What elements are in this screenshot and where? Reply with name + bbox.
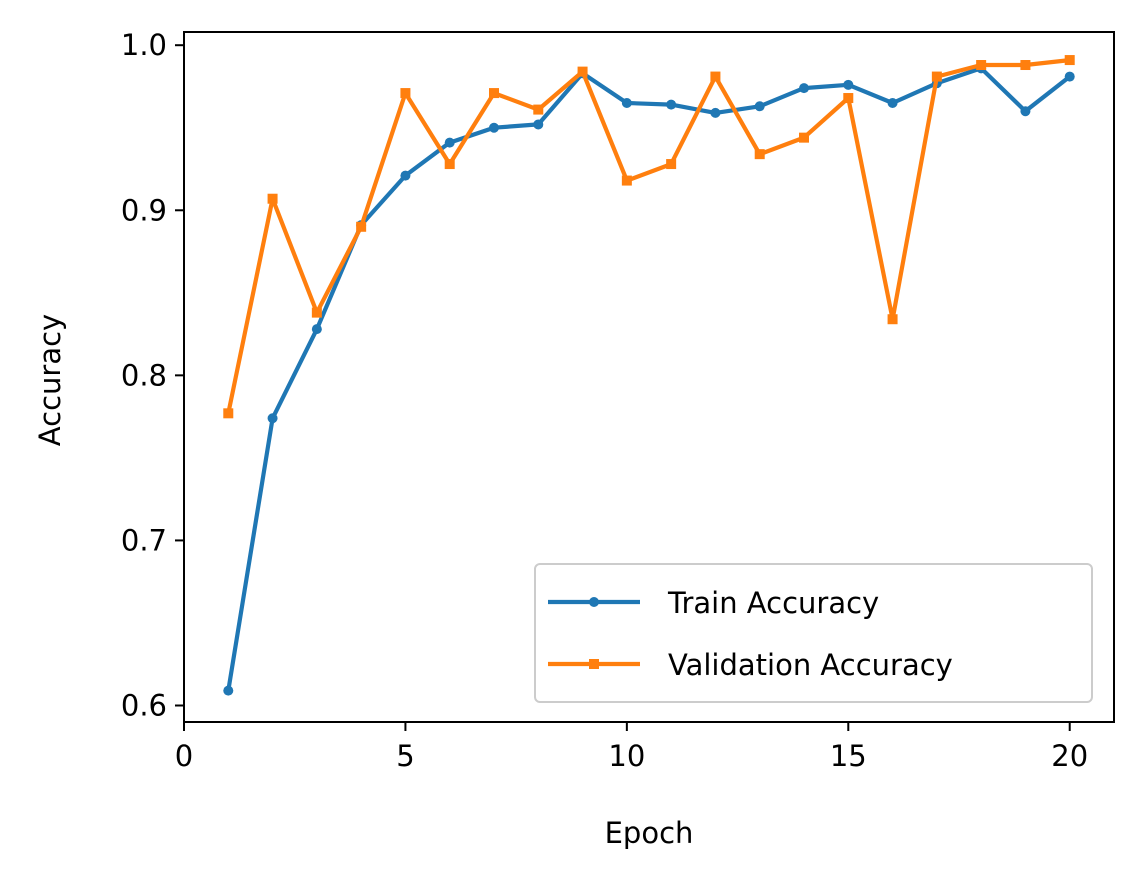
axes-frame <box>183 31 1115 723</box>
y-tick-label: 0.9 <box>121 193 167 227</box>
data-point <box>931 71 942 82</box>
data-point <box>843 79 854 90</box>
data-point <box>976 60 987 71</box>
data-point <box>400 88 411 99</box>
plot-area <box>223 55 1075 696</box>
data-point <box>887 97 898 108</box>
legend-box <box>534 563 1093 703</box>
data-point <box>400 170 411 181</box>
data-point <box>577 66 588 77</box>
data-point <box>311 307 322 318</box>
data-point <box>621 97 632 108</box>
data-point <box>887 314 898 325</box>
data-point <box>666 99 677 110</box>
series-line-0 <box>225 66 1073 694</box>
data-point <box>267 413 278 424</box>
data-point <box>533 119 544 130</box>
data-point <box>356 221 367 232</box>
data-point <box>843 93 854 104</box>
series-line-1 <box>225 57 1073 416</box>
data-point <box>710 107 721 118</box>
data-point <box>799 132 809 143</box>
data-point <box>710 71 721 82</box>
data-point <box>1020 60 1031 71</box>
data-point <box>223 685 234 696</box>
legend: Train Accuracy Validation Accuracy <box>534 563 1093 703</box>
data-point <box>223 408 234 419</box>
data-point <box>799 83 809 94</box>
y-tick-label: 0.6 <box>121 688 167 722</box>
y-tick-label: 0.7 <box>121 523 167 557</box>
y-tick-label: 0.8 <box>121 358 167 392</box>
data-point <box>666 159 677 170</box>
data-point <box>444 159 455 170</box>
data-point <box>444 137 455 148</box>
y-axis-title: Accuracy <box>33 314 67 446</box>
data-point <box>621 175 632 186</box>
data-point <box>489 88 499 99</box>
data-point <box>1020 106 1031 117</box>
legend-label-1: Validation Accuracy <box>668 648 953 682</box>
x-tick-label: 0 <box>175 739 193 773</box>
data-point <box>267 193 278 204</box>
axes: 0 5 10 15 20 0.6 0.7 0.8 0.9 1.0 <box>121 28 1115 773</box>
data-point <box>1064 55 1075 66</box>
x-tick-label: 5 <box>396 739 414 773</box>
data-point <box>754 149 765 160</box>
data-point <box>1064 71 1075 82</box>
x-axis-title: Epoch <box>605 816 694 850</box>
data-point <box>489 122 499 133</box>
legend-label-0: Train Accuracy <box>667 586 879 620</box>
legend-marker-0 <box>589 597 599 607</box>
data-point <box>533 104 544 115</box>
legend-marker-1 <box>589 659 599 669</box>
y-tick-label: 1.0 <box>121 28 167 62</box>
x-tick-label: 10 <box>608 739 645 773</box>
data-point <box>311 324 322 335</box>
x-tick-label: 20 <box>1051 739 1088 773</box>
data-point <box>754 101 765 112</box>
x-tick-label: 15 <box>830 739 867 773</box>
